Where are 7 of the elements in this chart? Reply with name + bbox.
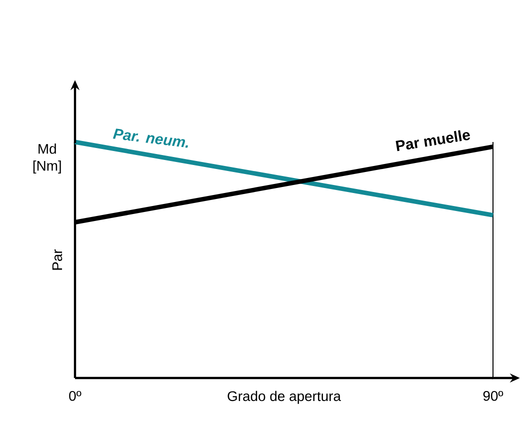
x-tick-label: 90º — [483, 390, 504, 401]
x-tick-label: 0º — [69, 390, 82, 401]
text: Md [Nm] — [33, 144, 61, 174]
text: Par muelle — [396, 130, 470, 152]
x-axis-title: Grado de apertura — [228, 390, 341, 404]
y-axis-title: Par — [52, 249, 62, 270]
text: Par. neum. — [112, 128, 188, 148]
